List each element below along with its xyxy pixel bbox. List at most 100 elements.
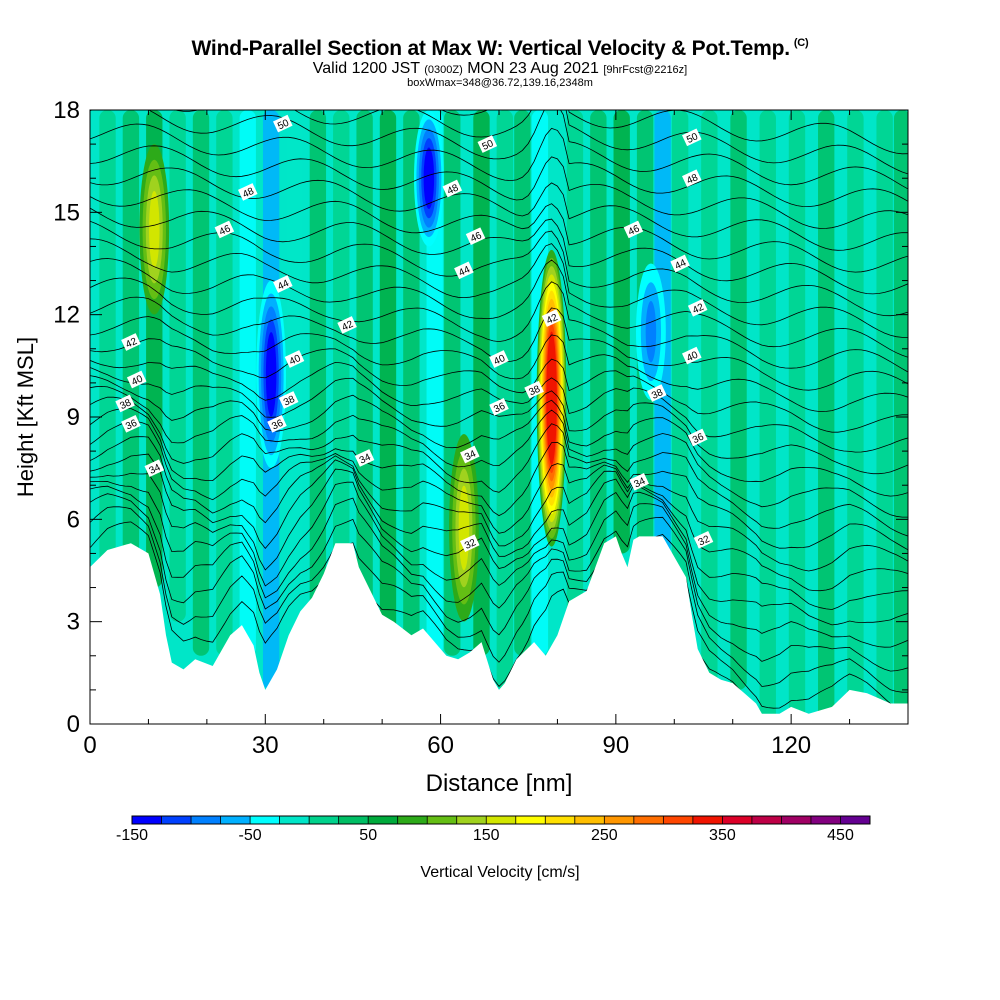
theta-contour [90,258,908,358]
field-band [590,110,607,588]
colorbar-swatch [633,816,664,824]
colorbar-swatch [663,816,694,824]
colorbar-swatch [279,816,310,824]
theta-label-bg [454,261,474,280]
theta-contour [90,360,908,453]
theta-label: 42 [121,333,141,351]
field-band [239,110,256,656]
field-band [818,110,835,724]
theta-label: 32 [460,534,480,553]
theta-contour [90,453,908,610]
field-band [286,110,303,656]
theta-label-text: 38 [118,397,133,412]
colorbar-swatch [781,816,812,824]
theta-label-bg [214,220,235,239]
theta-label-text: 50 [685,131,700,146]
theta-contour [90,506,908,712]
theta-label-bg [273,275,293,293]
theta-label: 46 [214,220,235,239]
theta-label-text: 40 [288,353,303,368]
theta-label-bg [337,316,357,334]
theta-label: 36 [489,397,509,416]
colorbar-swatch [338,816,369,824]
theta-label-text: 38 [527,384,542,399]
theta-label-text: 40 [130,373,145,388]
field-band [216,110,233,656]
theta-label-text: 44 [673,257,688,272]
colorbar-swatch [751,816,782,824]
colorbar-swatch [250,816,281,824]
theta-contour [90,316,908,413]
theta-contour [90,238,908,338]
theta-label: 48 [442,179,463,198]
y-axis-label: Height [Kft MSL] [13,337,38,497]
theta-contour [90,145,908,229]
theta-label-bg [465,227,486,246]
theta-contour [90,420,908,572]
x-axis-label: Distance [nm] [426,770,573,797]
theta-label-text: 36 [124,418,139,433]
theta-label: 32 [693,530,714,549]
field-band [613,110,630,554]
w-core [546,331,557,466]
theta-label: 50 [477,135,498,153]
theta-label-text: 46 [469,230,484,245]
theta-label-bg [670,254,690,273]
theta-label-text: 38 [650,387,665,402]
theta-label-text: 32 [697,534,712,549]
colorbar-tick-label: -50 [238,827,262,844]
field-band [701,110,718,690]
w-core [149,191,160,268]
valid-time: Valid 1200 JST [312,60,420,77]
theta-label-bg [126,370,147,389]
colorbar-swatch [545,816,576,824]
theta-label: 40 [489,350,509,368]
field-band [847,110,864,724]
theta-label-bg [144,459,165,478]
colorbar-swatch [840,816,871,824]
theta-label-bg [278,391,299,409]
theta-contour [90,367,908,475]
theta-contour [440,110,908,155]
theta-label-text: 32 [463,537,478,552]
theta-label-bg [267,414,287,433]
box-wmax-note: boxWmax=348@36.72,139.16,2348m [407,77,593,89]
theta-label-text: 34 [358,452,373,467]
colorbar-swatch [810,816,841,824]
theta-contour [90,468,908,626]
theta-label: 34 [144,459,165,478]
theta-label-text: 42 [340,319,355,334]
colorbar-swatch [132,816,163,824]
theta-contour [90,407,908,551]
colorbar-swatch [722,816,753,824]
colorbar-swatch [456,816,487,824]
theta-label: 40 [682,346,702,365]
theta-label: 38 [647,384,667,402]
theta-label-text: 46 [218,223,233,238]
colorbar-title: Vertical Velocity [cm/s] [420,864,580,881]
colorbar-swatch [161,816,192,824]
colorbar-swatch [368,816,399,824]
theta-label-bg [273,114,293,133]
theta-label-text: 42 [545,312,560,327]
colorbar-swatch [486,816,517,824]
theta-contour [90,123,908,208]
field-band [566,110,584,622]
theta-label-text: 40 [685,349,700,364]
theta-label: 40 [126,370,147,389]
theta-label: 42 [541,309,562,327]
forecast-info: [9hrFcst@2216z] [603,64,688,76]
theta-label: 34 [354,449,375,467]
utc-time: (0300Z) [424,64,463,76]
theta-label: 44 [670,254,690,273]
y-tick-label: 0 [67,711,80,738]
theta-contour [90,375,908,497]
theta-label-text: 44 [276,278,291,293]
field-band [426,110,443,656]
valid-date: MON 23 Aug 2021 [467,60,599,77]
w-core [423,147,435,209]
theta-label-bg [489,350,509,368]
y-tick-label: 15 [53,199,80,226]
colorbar-tick-label: -150 [115,827,149,844]
